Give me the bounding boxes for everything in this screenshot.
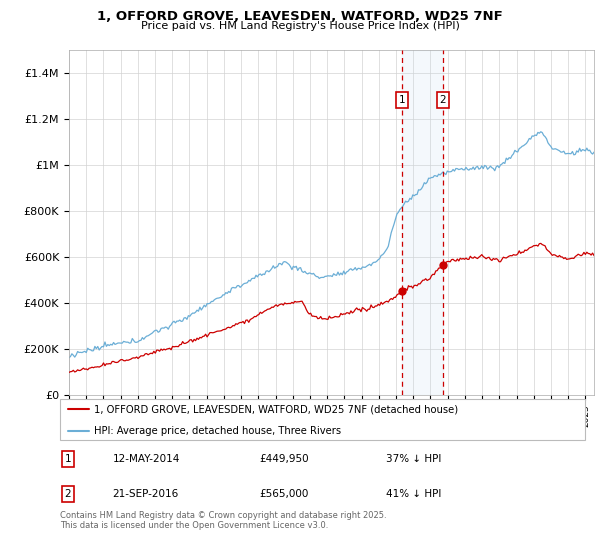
Text: 1, OFFORD GROVE, LEAVESDEN, WATFORD, WD25 7NF (detached house): 1, OFFORD GROVE, LEAVESDEN, WATFORD, WD2… — [94, 404, 458, 414]
Bar — [402, 50, 443, 395]
Text: HPI: Average price, detached house, Three Rivers: HPI: Average price, detached house, Thre… — [94, 426, 341, 436]
Text: 2: 2 — [65, 489, 71, 499]
Text: 12-MAY-2014: 12-MAY-2014 — [113, 454, 180, 464]
Text: 21-SEP-2016: 21-SEP-2016 — [113, 489, 179, 499]
Text: 1: 1 — [399, 95, 406, 105]
Text: 37% ↓ HPI: 37% ↓ HPI — [386, 454, 441, 464]
Text: Contains HM Land Registry data © Crown copyright and database right 2025.
This d: Contains HM Land Registry data © Crown c… — [60, 511, 386, 530]
Text: 2: 2 — [440, 95, 446, 105]
Text: 41% ↓ HPI: 41% ↓ HPI — [386, 489, 441, 499]
Text: Price paid vs. HM Land Registry's House Price Index (HPI): Price paid vs. HM Land Registry's House … — [140, 21, 460, 31]
Text: 1, OFFORD GROVE, LEAVESDEN, WATFORD, WD25 7NF: 1, OFFORD GROVE, LEAVESDEN, WATFORD, WD2… — [97, 10, 503, 23]
Text: 1: 1 — [65, 454, 71, 464]
Text: £449,950: £449,950 — [260, 454, 309, 464]
Text: £565,000: £565,000 — [260, 489, 309, 499]
